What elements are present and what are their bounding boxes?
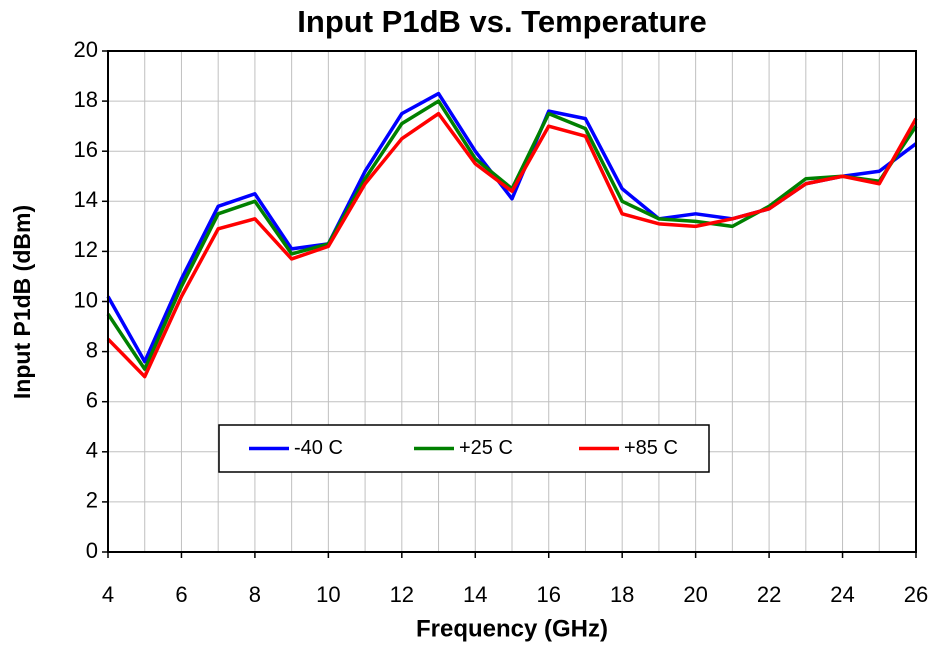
y-tick-label: 2 (86, 488, 98, 513)
legend-label: -40 C (294, 437, 343, 459)
x-tick-label: 8 (249, 582, 261, 607)
legend: -40 C +25 C +85 C (218, 424, 710, 473)
x-tick-label: 18 (610, 582, 634, 607)
x-tick-label: 6 (175, 582, 187, 607)
legend-label: +25 C (459, 437, 513, 459)
x-tick-label: 22 (757, 582, 781, 607)
y-axis-label: Input P1dB (dBm) (9, 205, 35, 399)
y-tick-label: 18 (74, 87, 98, 112)
y-tick-label: 6 (86, 388, 98, 413)
chart-title: Input P1dB vs. Temperature (297, 4, 706, 39)
x-tick-label: 20 (683, 582, 707, 607)
plot-border (107, 50, 917, 553)
y-tick-label: 0 (86, 538, 98, 563)
x-tick-label: 10 (316, 582, 340, 607)
x-tick-label: 14 (463, 582, 487, 607)
x-axis-label: Frequency (GHz) (416, 615, 608, 642)
y-tick-label: 12 (74, 237, 98, 262)
y-tick-label: 10 (74, 287, 98, 312)
series-line (106, 111, 918, 379)
y-tick-label: 14 (74, 187, 98, 212)
x-tick-label: 12 (390, 582, 414, 607)
y-tick-label: 4 (86, 438, 98, 463)
y-tick-label: 20 (74, 37, 98, 62)
x-tick-label: 16 (536, 582, 560, 607)
x-tick-label: 4 (102, 582, 114, 607)
legend-label: +85 C (624, 437, 678, 459)
y-tick-label: 8 (86, 337, 98, 362)
y-tick-label: 16 (74, 137, 98, 162)
legend-box (218, 424, 710, 473)
x-tick-label: 24 (830, 582, 854, 607)
x-tick-label: 26 (904, 582, 928, 607)
